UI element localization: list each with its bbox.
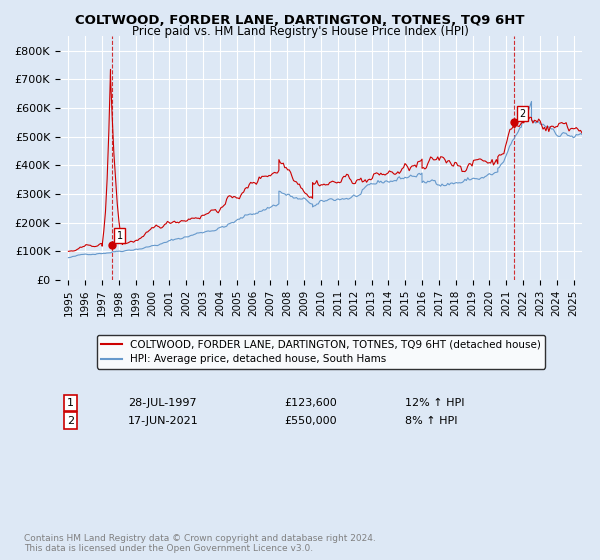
Text: £550,000: £550,000 — [284, 416, 337, 426]
Text: 8% ↑ HPI: 8% ↑ HPI — [404, 416, 457, 426]
Text: 17-JUN-2021: 17-JUN-2021 — [128, 416, 199, 426]
Legend: COLTWOOD, FORDER LANE, DARTINGTON, TOTNES, TQ9 6HT (detached house), HPI: Averag: COLTWOOD, FORDER LANE, DARTINGTON, TOTNE… — [97, 335, 545, 368]
Text: Contains HM Land Registry data © Crown copyright and database right 2024.
This d: Contains HM Land Registry data © Crown c… — [24, 534, 376, 553]
Text: Price paid vs. HM Land Registry's House Price Index (HPI): Price paid vs. HM Land Registry's House … — [131, 25, 469, 38]
Text: 1: 1 — [67, 398, 74, 408]
Text: 2: 2 — [519, 109, 525, 119]
Text: 1: 1 — [117, 231, 123, 241]
Text: 28-JUL-1997: 28-JUL-1997 — [128, 398, 196, 408]
Text: COLTWOOD, FORDER LANE, DARTINGTON, TOTNES, TQ9 6HT: COLTWOOD, FORDER LANE, DARTINGTON, TOTNE… — [75, 14, 525, 27]
Text: £123,600: £123,600 — [284, 398, 337, 408]
Text: 12% ↑ HPI: 12% ↑ HPI — [404, 398, 464, 408]
Text: 2: 2 — [67, 416, 74, 426]
